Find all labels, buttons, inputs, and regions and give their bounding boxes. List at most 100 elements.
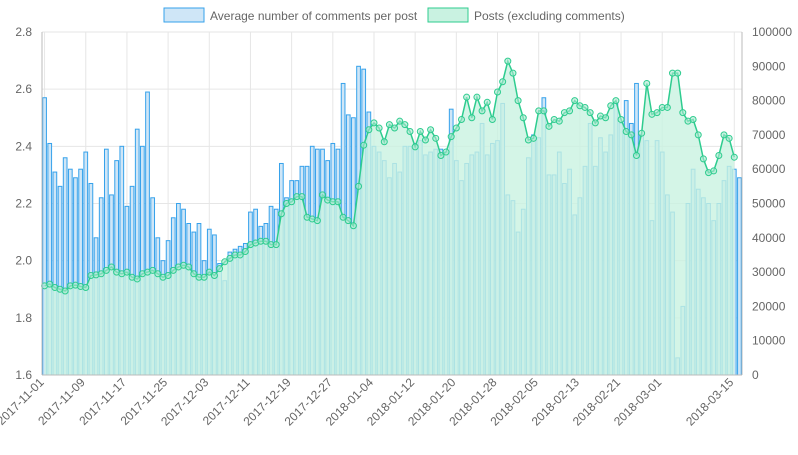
line-point[interactable]	[339, 213, 347, 221]
line-point[interactable]	[627, 131, 635, 139]
line-point[interactable]	[360, 141, 368, 149]
line-point[interactable]	[349, 222, 357, 230]
line-point[interactable]	[432, 134, 440, 142]
line-point[interactable]	[494, 88, 502, 96]
line-point[interactable]	[210, 272, 218, 280]
line-point[interactable]	[643, 79, 651, 87]
line-point[interactable]	[663, 103, 671, 111]
line-point[interactable]	[355, 182, 363, 190]
line-point[interactable]	[319, 191, 327, 199]
line-point[interactable]	[530, 134, 538, 142]
legend-item-line[interactable]: Posts (excluding comments)	[427, 7, 625, 23]
y-left-tick-label: 2.0	[15, 254, 32, 268]
line-point[interactable]	[452, 124, 460, 132]
line-point[interactable]	[82, 284, 90, 292]
line-point[interactable]	[488, 115, 496, 123]
line-point[interactable]	[725, 134, 733, 142]
line-point[interactable]	[689, 115, 697, 123]
line-point[interactable]	[674, 69, 682, 77]
line-point[interactable]	[571, 97, 579, 105]
line-point[interactable]	[46, 280, 54, 288]
line-point[interactable]	[478, 107, 486, 115]
line-point[interactable]	[200, 273, 208, 281]
line-point[interactable]	[149, 266, 157, 274]
line-point[interactable]	[437, 151, 445, 159]
line-point[interactable]	[123, 268, 131, 276]
line-point[interactable]	[216, 265, 224, 273]
line-point[interactable]	[334, 198, 342, 206]
line-point[interactable]	[715, 151, 723, 159]
line-point[interactable]	[483, 98, 491, 106]
line-point[interactable]	[602, 114, 610, 122]
line-point[interactable]	[391, 124, 399, 132]
line-point[interactable]	[396, 117, 404, 125]
line-point[interactable]	[591, 119, 599, 127]
line-point[interactable]	[699, 155, 707, 163]
line-point[interactable]	[710, 167, 718, 175]
line-point[interactable]	[720, 131, 728, 139]
line-point[interactable]	[365, 126, 373, 134]
line-point[interactable]	[370, 119, 378, 127]
line-point[interactable]	[288, 198, 296, 206]
line-point[interactable]	[154, 270, 162, 278]
line-point[interactable]	[555, 117, 563, 125]
line-point[interactable]	[102, 266, 110, 274]
line-point[interactable]	[504, 57, 512, 65]
line-point[interactable]	[169, 266, 177, 274]
line-point[interactable]	[468, 114, 476, 122]
line-point[interactable]	[277, 210, 285, 218]
line-point[interactable]	[473, 93, 481, 101]
line-point[interactable]	[262, 237, 270, 245]
line-point[interactable]	[236, 251, 244, 259]
line-point[interactable]	[622, 127, 630, 135]
line-point[interactable]	[730, 153, 738, 161]
line-point[interactable]	[612, 97, 620, 105]
line-point[interactable]	[447, 133, 455, 141]
line-point[interactable]	[653, 109, 661, 117]
line-point[interactable]	[190, 270, 198, 278]
line-point[interactable]	[272, 241, 280, 249]
line-point[interactable]	[442, 148, 450, 156]
line-point[interactable]	[457, 115, 465, 123]
line-point[interactable]	[164, 272, 172, 280]
line-point[interactable]	[61, 287, 69, 295]
line-point[interactable]	[344, 217, 352, 225]
line-point[interactable]	[401, 121, 409, 129]
line-point[interactable]	[221, 258, 229, 266]
line-point[interactable]	[416, 127, 424, 135]
line-point[interactable]	[509, 69, 517, 77]
line-point[interactable]	[421, 136, 429, 144]
line-point[interactable]	[638, 129, 646, 137]
line-point[interactable]	[545, 122, 553, 130]
line-point[interactable]	[607, 102, 615, 110]
line-point[interactable]	[298, 193, 306, 201]
line-point[interactable]	[617, 115, 625, 123]
line-point[interactable]	[411, 143, 419, 151]
line-point[interactable]	[566, 107, 574, 115]
line-point[interactable]	[313, 217, 321, 225]
line-point[interactable]	[581, 103, 589, 111]
line-point[interactable]	[380, 138, 388, 146]
line-point[interactable]	[540, 107, 548, 115]
line-point[interactable]	[185, 263, 193, 271]
line-point[interactable]	[427, 126, 435, 134]
line-point[interactable]	[499, 78, 507, 86]
line-point[interactable]	[463, 93, 471, 101]
line-point[interactable]	[694, 131, 702, 139]
line-point[interactable]	[107, 263, 115, 271]
line-point[interactable]	[133, 275, 141, 283]
bar[interactable]	[737, 177, 742, 376]
line-point[interactable]	[406, 127, 414, 135]
line-point[interactable]	[632, 151, 640, 159]
line-point[interactable]	[241, 248, 249, 256]
line-point[interactable]	[514, 97, 522, 105]
line-point[interactable]	[97, 270, 105, 278]
line-point[interactable]	[226, 254, 234, 262]
line-point[interactable]	[375, 124, 383, 132]
line-point[interactable]	[519, 114, 527, 122]
line-point[interactable]	[586, 109, 594, 117]
legend-item-bars[interactable]: Average number of comments per post	[163, 7, 418, 23]
line-point[interactable]	[679, 109, 687, 117]
line-point[interactable]	[385, 121, 393, 129]
line-point[interactable]	[205, 268, 213, 276]
